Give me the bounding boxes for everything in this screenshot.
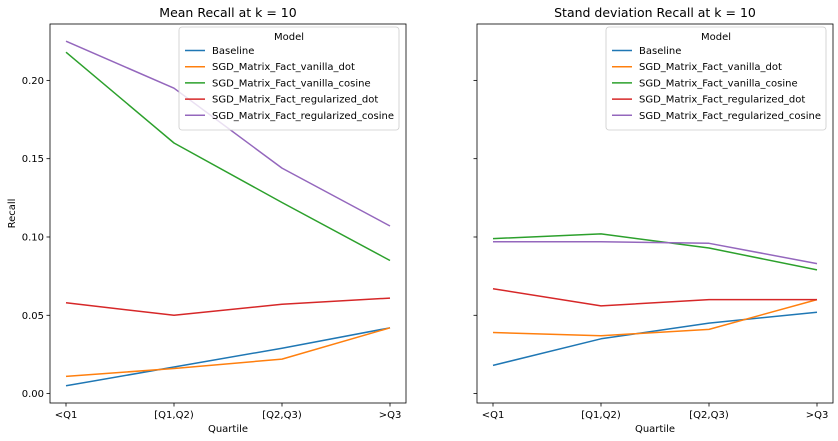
x-tick-label: <Q1 [482, 410, 505, 421]
series-line-1-1 [65, 327, 391, 387]
series-line-1-4 [65, 297, 391, 317]
legend-box-1 [178, 26, 400, 131]
x-tick-label: <Q1 [55, 410, 78, 421]
x-tick-label: [Q2,Q3) [262, 410, 302, 421]
chart-title-2: Stand deviation Recall at k = 10 [554, 5, 756, 20]
legend-entry: SGD_Matrix_Fact_regularized_cosine [212, 111, 394, 122]
y-tick-label: 0.10 [22, 232, 44, 243]
x-tick-label: [Q1,Q2) [154, 410, 194, 421]
series-line-2-4 [492, 287, 817, 307]
series-line-2-5 [493, 240, 818, 265]
y-tick-label: 0.00 [22, 389, 44, 400]
x-tick-label: >Q3 [806, 410, 829, 421]
y-tick-label: 0.05 [22, 311, 44, 322]
chart-title-1: Mean Recall at k = 10 [159, 5, 296, 20]
legend-entry: Baseline [212, 46, 254, 57]
x-axis-label-2: Quartile [635, 424, 675, 435]
legend-entry: SGD_Matrix_Fact_regularized_dot [212, 95, 378, 106]
series-line-1-3 [65, 51, 391, 262]
y-tick-label: 0.20 [22, 76, 44, 87]
plot-frame-1 [49, 23, 407, 404]
legend-entry: SGD_Matrix_Fact_vanilla_dot [212, 62, 355, 73]
legend-entry: SGD_Matrix_Fact_vanilla_cosine [212, 78, 371, 89]
legend-entry: SGD_Matrix_Fact_regularized_dot [639, 95, 805, 106]
legend-title-1: Model [274, 32, 304, 43]
plot-frame-2 [476, 23, 834, 404]
x-tick-label: [Q1,Q2) [581, 410, 621, 421]
x-tick-label: [Q2,Q3) [689, 410, 729, 421]
legend-box-2 [605, 26, 827, 131]
legend-entry: Baseline [639, 46, 681, 57]
series-line-1-2 [65, 327, 391, 378]
y-tick-label: 0.15 [22, 154, 44, 165]
series-line-2-2 [492, 298, 818, 337]
y-axis-label-1: Recall [7, 199, 18, 229]
x-tick-label: >Q3 [379, 410, 402, 421]
series-line-2-1 [492, 311, 818, 367]
legend-title-2: Model [701, 32, 731, 43]
legend-entry: SGD_Matrix_Fact_regularized_cosine [639, 111, 821, 122]
x-axis-label-1: Quartile [208, 424, 248, 435]
legend-entry: SGD_Matrix_Fact_vanilla_cosine [639, 78, 798, 89]
series-line-2-3 [492, 233, 818, 271]
legend-entry: SGD_Matrix_Fact_vanilla_dot [639, 62, 782, 73]
